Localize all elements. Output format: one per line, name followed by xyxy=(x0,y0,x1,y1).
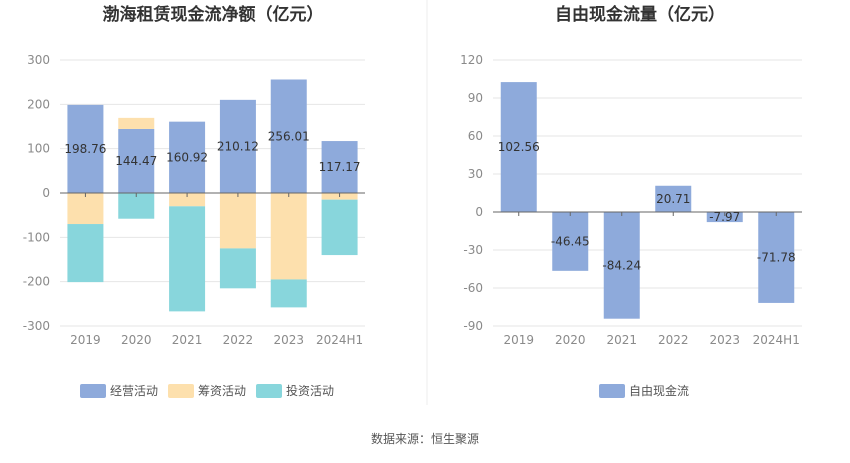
fcf-data-labels: 102.56 -46.45 -84.24 20.71 -7.97 -71.78 xyxy=(498,140,796,272)
fcf-legend: 自由现金流 xyxy=(599,383,689,398)
y-tick-label: 300 xyxy=(27,53,50,67)
net-cash-x-axis: 2019 2020 2021 2022 2023 2024H1 xyxy=(70,333,363,347)
bar-operating-2023[interactable] xyxy=(270,79,307,193)
x-tick-label: 2022 xyxy=(223,333,254,347)
net-cash-legend: 经营活动 筹资活动 投资活动 xyxy=(80,383,334,398)
bar-operating-2019[interactable] xyxy=(67,104,104,193)
x-tick-label: 2019 xyxy=(503,333,534,347)
bar-financing-2022[interactable] xyxy=(219,193,256,249)
data-label-2020: -46.45 xyxy=(551,234,590,248)
data-label-2024H1: 117.17 xyxy=(319,160,361,174)
y-tick-label: 60 xyxy=(468,129,483,143)
fcf-zero-axis xyxy=(493,211,802,216)
legend-label-fcf[interactable]: 自由现金流 xyxy=(629,383,689,398)
fcf-chart: 自由现金流量（亿元） 120 90 60 30 0 -30 -60 -90 102.56 -46… xyxy=(460,4,802,398)
x-tick-label: 2019 xyxy=(70,333,101,347)
bar-operating-2020[interactable] xyxy=(118,128,155,193)
legend-swatch-financing[interactable] xyxy=(168,384,194,398)
net-cash-zero-axis xyxy=(60,192,365,197)
x-tick-label: 2023 xyxy=(273,333,304,347)
x-tick-label: 2024H1 xyxy=(753,333,800,347)
net-cash-title: 渤海租赁现金流净额（亿元） xyxy=(103,4,324,25)
y-tick-label: 0 xyxy=(475,205,483,219)
y-tick-label: -100 xyxy=(23,230,50,244)
data-label-2019: 102.56 xyxy=(498,140,540,154)
bar-fcf-2024H1[interactable] xyxy=(758,212,795,303)
y-tick-label: -30 xyxy=(463,243,483,257)
y-tick-label: 90 xyxy=(468,91,483,105)
bar-operating-2022[interactable] xyxy=(219,99,256,193)
legend-label-financing[interactable]: 筹资活动 xyxy=(198,384,246,398)
bar-fcf-2023[interactable] xyxy=(706,212,743,223)
bar-investing-2024H1[interactable] xyxy=(321,199,358,256)
x-tick-label: 2021 xyxy=(172,333,203,347)
bar-financing-2019[interactable] xyxy=(67,193,104,225)
legend-label-operating[interactable]: 经营活动 xyxy=(110,384,158,398)
data-label-2024H1: -71.78 xyxy=(757,250,796,264)
bar-operating-2024H1[interactable] xyxy=(321,141,358,193)
bar-fcf-2019[interactable] xyxy=(500,82,537,212)
data-label-2019: 198.76 xyxy=(64,142,106,156)
y-tick-label: -90 xyxy=(463,319,483,333)
y-tick-label: 100 xyxy=(27,142,50,156)
data-label-2023: -7.97 xyxy=(709,210,740,224)
bar-investing-2020[interactable] xyxy=(118,193,155,219)
bar-operating-2021[interactable] xyxy=(169,121,206,193)
data-label-2021: -84.24 xyxy=(602,258,641,272)
bar-fcf-2020[interactable] xyxy=(552,212,589,271)
y-tick-label: 200 xyxy=(27,97,50,111)
y-tick-label: -200 xyxy=(23,275,50,289)
net-cash-chart: 渤海租赁现金流净额（亿元） 300 200 100 0 -100 -200 -300 198… xyxy=(23,4,365,398)
fcf-y-axis: 120 90 60 30 0 -30 -60 -90 xyxy=(460,53,483,333)
bar-financing-2021[interactable] xyxy=(169,193,206,207)
bar-investing-2022[interactable] xyxy=(219,248,256,289)
fcf-bars xyxy=(500,82,795,319)
net-cash-y-axis: 300 200 100 0 -100 -200 -300 xyxy=(23,53,50,333)
bar-investing-2019[interactable] xyxy=(67,224,104,283)
bar-fcf-2021[interactable] xyxy=(603,212,640,319)
x-tick-label: 2021 xyxy=(606,333,637,347)
legend-swatch-fcf[interactable] xyxy=(599,384,625,398)
bar-financing-2023[interactable] xyxy=(270,193,307,280)
y-tick-label: 0 xyxy=(42,186,50,200)
y-tick-label: -300 xyxy=(23,319,50,333)
data-label-2021: 160.92 xyxy=(166,150,208,164)
legend-swatch-operating[interactable] xyxy=(80,384,106,398)
bar-fcf-2022[interactable] xyxy=(655,185,692,212)
net-cash-data-labels: 198.76 144.47 160.92 210.12 256.01 117.17 xyxy=(64,129,360,174)
x-tick-label: 2020 xyxy=(555,333,586,347)
bar-investing-2023[interactable] xyxy=(270,279,307,308)
y-tick-label: 120 xyxy=(460,53,483,67)
fcf-title: 自由现金流量（亿元） xyxy=(555,4,725,25)
source-note: 数据来源：恒生聚源 xyxy=(371,431,479,446)
data-label-2020: 144.47 xyxy=(115,154,157,168)
bar-financing-2020[interactable] xyxy=(118,117,155,129)
x-tick-label: 2023 xyxy=(709,333,740,347)
y-tick-label: 30 xyxy=(468,167,483,181)
bar-investing-2021[interactable] xyxy=(169,206,206,312)
x-tick-label: 2022 xyxy=(658,333,689,347)
x-tick-label: 2024H1 xyxy=(316,333,363,347)
data-label-2022: 20.71 xyxy=(656,192,690,206)
legend-swatch-investing[interactable] xyxy=(256,384,282,398)
x-tick-label: 2020 xyxy=(121,333,152,347)
data-label-2022: 210.12 xyxy=(217,139,259,153)
net-cash-bars xyxy=(67,79,358,312)
legend-label-investing[interactable]: 投资活动 xyxy=(286,383,334,398)
data-label-2023: 256.01 xyxy=(268,129,310,143)
y-tick-label: -60 xyxy=(463,281,483,295)
fcf-grid xyxy=(493,59,802,327)
fcf-x-axis: 2019 2020 2021 2022 2023 2024H1 xyxy=(503,333,799,347)
